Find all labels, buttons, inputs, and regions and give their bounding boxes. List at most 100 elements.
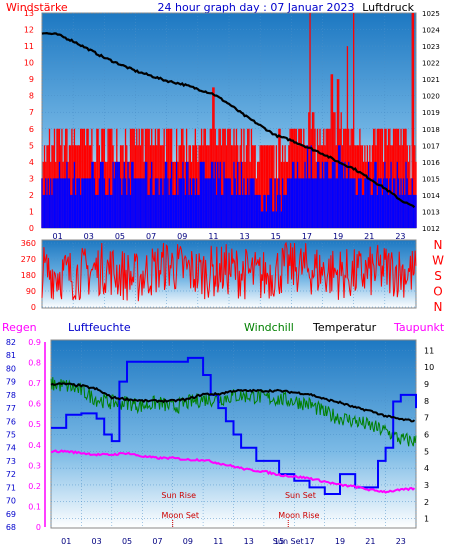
compass-label: W [432, 254, 444, 268]
wind-axis-title: Windstärke [6, 1, 68, 14]
rain-tick-label: 0.8 [28, 359, 41, 368]
windchill-legend: Windchill [244, 321, 294, 334]
temperature-tick-label: 2 [424, 498, 429, 507]
temperature-tick-label: 10 [424, 363, 434, 372]
wind-tick-label: 12 [24, 26, 34, 35]
rain-tick-label: 0.3 [28, 461, 41, 470]
wind-direction-line [41, 241, 417, 302]
hour-tick-label: 21 [364, 232, 374, 241]
compass-label: S [434, 269, 442, 283]
rain-tick-label: 0 [36, 523, 41, 532]
humidity-tick-label: 78 [6, 391, 16, 400]
hour-tick-label: 23 [395, 232, 405, 241]
hour-tick-label: 09 [177, 232, 187, 241]
hour-tick-label: 07 [146, 232, 156, 241]
pressure-tick-label: 1016 [422, 159, 440, 167]
hour-tick-label: 13 [244, 537, 254, 546]
compass-label: N [434, 300, 443, 314]
humidity-tick-label: 69 [6, 510, 16, 519]
wind-tick-label: 1 [29, 207, 34, 216]
direction-tick-label: 90 [26, 287, 36, 296]
temperature-tick-label: 8 [424, 397, 429, 406]
compass-label: O [433, 285, 442, 299]
wind-tick-label: 3 [29, 174, 34, 183]
hour-tick-label: 19 [335, 537, 345, 546]
wind-tick-label: 9 [29, 75, 34, 84]
moon-set-label: Moon Set [162, 511, 199, 520]
temperature-tick-label: 7 [424, 414, 429, 423]
rain-tick-label: 0.1 [28, 502, 41, 511]
hour-tick-label: 05 [115, 232, 125, 241]
pressure-tick-label: 1015 [422, 175, 440, 183]
humidity-tick-label: 80 [6, 364, 16, 373]
hour-tick-label: 01 [52, 232, 62, 241]
pressure-tick-label: 1012 [422, 225, 440, 233]
temperature-tick-label: 6 [424, 431, 429, 440]
direction-tick-label: 180 [21, 271, 36, 280]
pressure-tick-label: 1022 [422, 60, 440, 68]
sun-moon-annotations: Sun Rise Sun Set Moon Set Moon Rise Sun Set [161, 491, 319, 546]
rain-axis-ticks: 0 0.1 0.2 0.3 0.4 0.5 0.6 0.7 0.8 0.9 [28, 338, 46, 532]
humidity-line [51, 356, 417, 495]
hour-tick-label: 03 [84, 232, 94, 241]
wind-tick-label: 10 [24, 59, 34, 68]
rain-tick-label: 0.7 [28, 379, 41, 388]
panel3-hour-ticks: 01 03 05 07 09 11 13 15 17 19 21 23 [61, 537, 406, 546]
pressure-tick-label: 1024 [422, 27, 440, 35]
wind-tick-label: 7 [29, 108, 34, 117]
hour-tick-label: 09 [183, 537, 193, 546]
hour-tick-label: 17 [302, 232, 312, 241]
sun-set-axis-label: Sun Set [273, 537, 304, 546]
pressure-tick-label: 1023 [422, 43, 440, 51]
direction-tick-label: 360 [21, 239, 36, 248]
humidity-tick-label: 76 [6, 417, 16, 426]
pressure-tick-label: 1021 [422, 76, 440, 84]
wind-tick-label: 8 [29, 92, 34, 101]
temperature-tick-label: 11 [424, 346, 434, 355]
pressure-tick-label: 1013 [422, 208, 440, 216]
humidity-tick-label: 81 [6, 351, 16, 360]
hour-tick-label: 11 [208, 232, 218, 241]
humidity-tick-label: 75 [6, 431, 16, 440]
pressure-tick-label: 1017 [422, 142, 440, 150]
dewpoint-line [50, 449, 416, 494]
direction-tick-label: 0 [31, 303, 36, 312]
humidity-tick-label: 74 [6, 444, 16, 453]
wind-average-bars [41, 145, 417, 228]
wind-tick-label: 0 [29, 224, 34, 233]
humidity-axis-ticks: 68 69 70 71 72 73 74 75 76 77 78 79 80 81 82 [6, 338, 16, 532]
hour-tick-label: 07 [152, 537, 162, 546]
hour-tick-label: 11 [213, 537, 223, 546]
temperature-tick-label: 3 [424, 481, 429, 490]
pressure-tick-label: 1019 [422, 109, 440, 117]
wind-tick-label: 11 [24, 42, 34, 51]
dewpoint-legend: Taupunkt [393, 321, 445, 334]
humidity-tick-label: 72 [6, 470, 16, 479]
hour-tick-label: 19 [333, 232, 343, 241]
wind-tick-label: 4 [29, 158, 34, 167]
humidity-tick-label: 68 [6, 523, 16, 532]
humidity-tick-label: 71 [6, 483, 16, 492]
wind-tick-label: 13 [24, 9, 34, 18]
humidity-tick-label: 79 [6, 378, 16, 387]
sun-set-label: Sun Set [285, 491, 316, 500]
temperature-tick-label: 1 [424, 515, 429, 524]
wind-tick-label: 5 [29, 141, 34, 150]
pressure-tick-label: 1020 [422, 93, 440, 101]
hour-tick-label: 23 [396, 537, 406, 546]
temperature-line [50, 382, 416, 423]
compass-label: N [434, 238, 443, 252]
rain-tick-label: 0.6 [28, 400, 41, 409]
temperature-tick-label: 4 [424, 464, 429, 473]
pressure-tick-label: 1025 [422, 10, 440, 18]
wind-tick-label: 6 [29, 125, 34, 134]
rain-tick-label: 0.2 [28, 482, 41, 491]
panel1-hour-ticks: 01 03 05 07 09 11 13 15 17 19 21 23 [52, 232, 405, 241]
direction-tick-label: 270 [21, 255, 36, 264]
hour-tick-label: 15 [274, 537, 284, 546]
hour-tick-label: 03 [92, 537, 102, 546]
